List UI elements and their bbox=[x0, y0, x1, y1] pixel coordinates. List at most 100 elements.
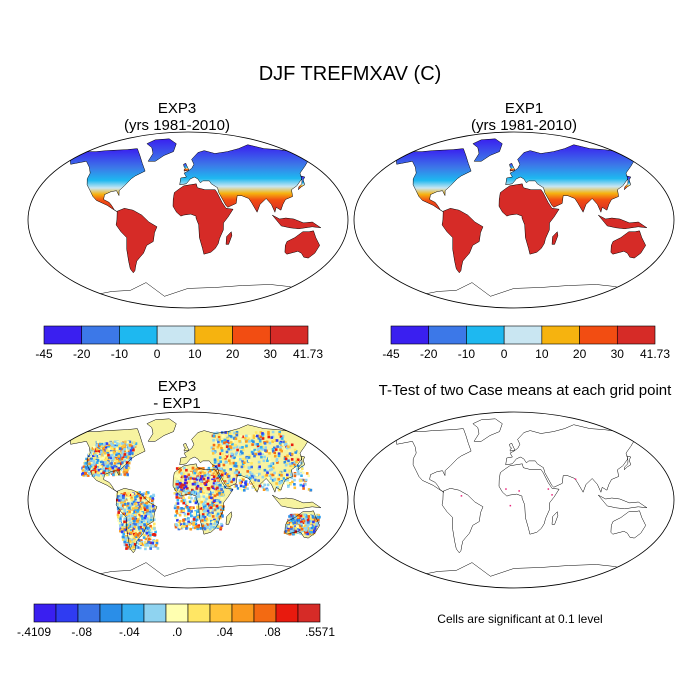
diff-map-cell bbox=[233, 485, 237, 488]
diff-map-cell bbox=[265, 473, 268, 477]
diff-map-cell bbox=[142, 511, 146, 515]
diff-map-cell bbox=[274, 448, 278, 451]
diff-map-cell bbox=[303, 519, 307, 523]
diff-map-cell bbox=[208, 469, 212, 473]
diff-map-cell bbox=[94, 453, 97, 457]
diff-map-cell bbox=[134, 535, 138, 538]
exp1-map-land-japan bbox=[623, 175, 632, 191]
diff-map-cell bbox=[284, 530, 288, 533]
diff-map-cell bbox=[117, 462, 121, 466]
diff-map-cell bbox=[288, 532, 292, 536]
diff-map-cell bbox=[136, 546, 140, 549]
diff-map-cell bbox=[98, 454, 101, 458]
diff-map-cell bbox=[84, 473, 87, 477]
diff-map-cell bbox=[282, 440, 286, 444]
diff-map-cell bbox=[136, 530, 140, 533]
diff-map-cell bbox=[195, 467, 198, 471]
diff-map-cell bbox=[300, 461, 303, 465]
diff-map-cell bbox=[212, 447, 215, 451]
diff-map-cell bbox=[300, 527, 304, 531]
diff-map-cell bbox=[99, 470, 103, 473]
diff-map-cell bbox=[273, 454, 277, 458]
diff-map-cell bbox=[206, 513, 210, 516]
diff-map-cell bbox=[105, 467, 108, 471]
diff-map-cell bbox=[97, 450, 101, 453]
diff-map-cell bbox=[302, 487, 305, 490]
diff-map-cell bbox=[261, 475, 265, 479]
diff-map-cell bbox=[288, 462, 292, 466]
diff-map-cell bbox=[283, 455, 287, 459]
diff-map-cell bbox=[120, 454, 124, 457]
diff-map-cell bbox=[203, 506, 206, 509]
diff-map-cell bbox=[204, 524, 207, 528]
diff-map-cell bbox=[269, 464, 273, 468]
diff-map-cell bbox=[152, 518, 156, 521]
diff-map-cell bbox=[147, 526, 150, 530]
diff-map-cell bbox=[115, 459, 119, 463]
diff-map-cell bbox=[237, 471, 240, 474]
diff-map-cell bbox=[201, 470, 204, 474]
diff-map-cell bbox=[155, 541, 159, 545]
diff-map-cell bbox=[293, 483, 296, 486]
diff-map-cell bbox=[144, 528, 148, 532]
diff-map-cell bbox=[221, 452, 224, 456]
diff-map-cell bbox=[127, 499, 131, 502]
diff-map-cell bbox=[87, 468, 91, 471]
diff-map-cell bbox=[187, 491, 191, 495]
diff-map-cell bbox=[103, 443, 106, 446]
diff-map-cell bbox=[217, 490, 220, 493]
diff-map-cell bbox=[261, 452, 265, 455]
diff-map-cell bbox=[278, 430, 281, 434]
diff-map-cell bbox=[199, 490, 202, 493]
diff-map-cell bbox=[212, 484, 216, 487]
diff-map-cell bbox=[241, 446, 244, 449]
diff-map-cell bbox=[149, 529, 153, 532]
diff-map-cell bbox=[276, 486, 279, 489]
diff-map-cell bbox=[296, 458, 300, 462]
diff-map-cell bbox=[184, 505, 188, 509]
exp3-map-frame bbox=[27, 131, 349, 309]
diff-map-cell bbox=[142, 503, 145, 506]
exp3-subtitle: (yrs 1981-2010) bbox=[124, 117, 230, 134]
diff-map-cell bbox=[135, 495, 139, 498]
exp3-colorbar-tick-label: -20 bbox=[73, 347, 91, 361]
diff-map-cell bbox=[110, 470, 113, 474]
diff-map-cell bbox=[174, 514, 177, 518]
diff-map-cell bbox=[127, 528, 130, 532]
diff-map-cell bbox=[174, 516, 178, 520]
diff-map-cell bbox=[220, 440, 224, 443]
diff-map-cell bbox=[140, 540, 144, 544]
diff-map-cell bbox=[209, 473, 212, 476]
exp1-colorbar-tick-label: 10 bbox=[535, 347, 549, 361]
diff-map-cell bbox=[262, 488, 266, 491]
diff-map-cell bbox=[256, 448, 260, 451]
diff-map-cell bbox=[223, 469, 226, 472]
diff-map-cell bbox=[312, 530, 315, 534]
diff-map-cell bbox=[100, 460, 103, 464]
diff-map-cell bbox=[289, 464, 292, 468]
diff-map-cell bbox=[113, 458, 117, 461]
diff-map-cell bbox=[180, 499, 183, 503]
diff-colorbar-bin bbox=[187, 603, 211, 623]
diff-map-cell bbox=[304, 529, 308, 532]
diff-map-cell bbox=[287, 531, 290, 535]
diff-map-cell bbox=[179, 490, 182, 494]
diff-map-cell bbox=[266, 488, 269, 492]
diff-map-cell bbox=[90, 457, 93, 461]
diff-map-cell bbox=[280, 474, 283, 477]
diff-map-cell bbox=[258, 484, 262, 488]
diff-map-cell bbox=[101, 463, 105, 467]
diff-map-cell bbox=[137, 499, 140, 502]
diff-map-cell bbox=[178, 496, 181, 499]
diff-map-cell bbox=[195, 478, 199, 481]
diff-map-cell bbox=[91, 474, 95, 477]
diff-map-cell bbox=[145, 531, 149, 535]
diff-map-coast-indonesia bbox=[272, 494, 322, 510]
diff-map-cell bbox=[129, 535, 132, 539]
diff-map-cell bbox=[203, 471, 206, 475]
diff-map-cell bbox=[287, 459, 290, 463]
diff-map-cell bbox=[126, 512, 129, 516]
diff-map-cell bbox=[177, 477, 181, 480]
diff-map-coast-antarctica bbox=[72, 562, 305, 588]
diff-map-cell bbox=[241, 448, 245, 451]
